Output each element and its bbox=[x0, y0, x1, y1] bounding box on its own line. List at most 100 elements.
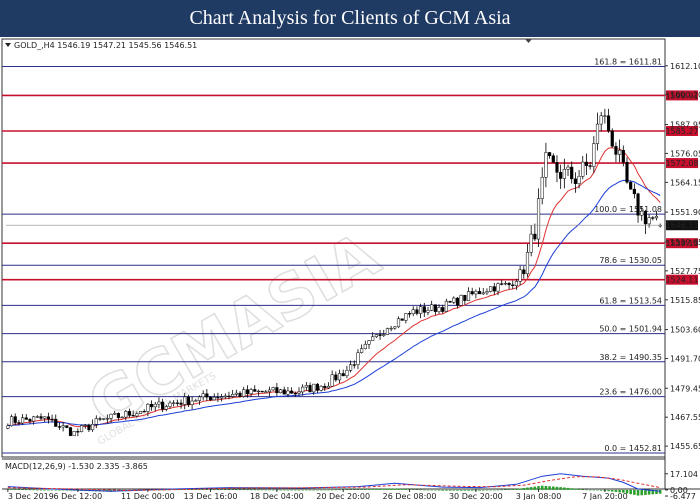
candle-body bbox=[540, 176, 544, 199]
candle-body bbox=[430, 304, 434, 311]
macd-histogram-bar bbox=[345, 489, 349, 491]
macd-histogram-bar bbox=[610, 489, 614, 492]
candle-body bbox=[647, 217, 651, 225]
candle-body bbox=[396, 318, 401, 328]
macd-histogram-bar bbox=[190, 489, 194, 490]
macd-histogram-bar bbox=[622, 489, 625, 493]
candle-body bbox=[559, 172, 563, 179]
macd-histogram-bar bbox=[596, 489, 599, 491]
candle-body bbox=[341, 373, 345, 377]
candle-body bbox=[573, 178, 577, 184]
candle-body bbox=[500, 283, 504, 285]
candle-body bbox=[245, 389, 249, 394]
candle-body bbox=[293, 392, 297, 395]
macd-histogram-bar bbox=[220, 489, 223, 490]
candle-body bbox=[455, 297, 460, 306]
level-badge bbox=[666, 158, 698, 169]
macd-histogram-bar bbox=[489, 489, 492, 491]
candle-body bbox=[544, 152, 548, 178]
chart-banner-title: Chart Analysis for Clients of GCM Asia bbox=[0, 0, 700, 37]
candle-body bbox=[485, 291, 489, 294]
candle-body bbox=[385, 328, 390, 335]
macd-histogram-bar bbox=[529, 487, 533, 490]
macd-histogram-bar bbox=[500, 489, 503, 491]
macd-tick-label: -6.477 bbox=[670, 492, 696, 500]
macd-histogram-bar bbox=[559, 487, 562, 490]
macd-histogram-bar bbox=[179, 489, 183, 490]
macd-histogram-bar bbox=[65, 489, 69, 491]
level-badge bbox=[666, 274, 698, 285]
candle-body bbox=[621, 149, 625, 163]
candle-body bbox=[308, 385, 312, 393]
candle-body bbox=[21, 417, 25, 424]
macd-histogram-bar bbox=[47, 489, 50, 491]
candle-body bbox=[264, 391, 268, 393]
candle-body bbox=[323, 386, 327, 389]
collapse-arrow-icon[interactable] bbox=[525, 39, 532, 43]
macd-histogram-bar bbox=[364, 489, 367, 490]
candle-body bbox=[404, 313, 408, 321]
time-tick-label: 26 Dec 08:00 bbox=[383, 492, 437, 500]
candle-body bbox=[349, 364, 353, 371]
macd-histogram-bar bbox=[24, 489, 28, 491]
macd-histogram-bar bbox=[537, 486, 540, 490]
macd-histogram-bar bbox=[463, 489, 467, 491]
candle-body bbox=[234, 392, 238, 395]
candle-body bbox=[120, 416, 124, 419]
macd-panel-header: MACD(12,26,9) -1.530 2.335 -3.865 bbox=[5, 462, 148, 471]
macd-histogram-bar bbox=[566, 487, 570, 490]
price-tick-label: 1564.15 bbox=[670, 178, 700, 187]
price-tick-label: 1467.55 bbox=[670, 413, 700, 422]
candle-body bbox=[337, 373, 342, 381]
candle-body bbox=[164, 406, 168, 410]
macd-histogram-bar bbox=[367, 489, 371, 490]
price-tick-label: 1503.60 bbox=[670, 326, 700, 335]
macd-histogram-bar bbox=[21, 489, 24, 490]
macd-histogram-bar bbox=[249, 489, 253, 491]
macd-histogram-bar bbox=[378, 488, 382, 490]
price-panel-header: GOLD_,H4 1546.19 1547.21 1545.56 1546.51 bbox=[14, 41, 197, 50]
macd-histogram-bar bbox=[327, 489, 330, 491]
macd-histogram-bar bbox=[360, 489, 363, 490]
panel-dropdown-icon[interactable] bbox=[5, 43, 11, 47]
macd-histogram-bar bbox=[478, 489, 481, 491]
candle-body bbox=[50, 418, 54, 421]
candle-body bbox=[216, 396, 220, 399]
candle-body bbox=[536, 198, 541, 240]
candle-body bbox=[452, 297, 456, 303]
candle-body bbox=[533, 233, 537, 240]
macd-histogram-bar bbox=[349, 489, 352, 491]
candle-body bbox=[444, 300, 448, 312]
candle-body bbox=[275, 387, 279, 394]
macd-histogram-bar bbox=[253, 489, 257, 491]
macd-histogram-bar bbox=[235, 489, 238, 491]
candle-body bbox=[153, 403, 157, 408]
candle-body bbox=[570, 166, 574, 180]
candle-body bbox=[109, 413, 113, 419]
macd-histogram-bar bbox=[533, 486, 537, 490]
macd-histogram-bar bbox=[607, 489, 610, 492]
candle-body bbox=[201, 393, 205, 398]
watermark-text: GCMASIA bbox=[76, 218, 391, 442]
candle-body bbox=[419, 306, 423, 314]
macd-histogram-bar bbox=[39, 489, 43, 491]
candle-body bbox=[194, 400, 198, 402]
candle-body bbox=[312, 383, 316, 393]
macd-histogram-bar bbox=[308, 489, 312, 491]
macd-histogram-bar bbox=[647, 489, 651, 495]
macd-histogram-bar bbox=[452, 489, 456, 491]
candle-body bbox=[79, 425, 84, 432]
macd-histogram-bar bbox=[257, 489, 260, 491]
macd-signal-line bbox=[7, 476, 661, 491]
macd-histogram-bar bbox=[548, 486, 551, 490]
moving-averages bbox=[7, 147, 661, 428]
candle-body bbox=[507, 282, 511, 286]
price-tick-label: 1479.45 bbox=[670, 384, 700, 393]
macd-histogram-bar bbox=[352, 489, 356, 490]
price-tick-label: 1539.65 bbox=[670, 238, 700, 247]
ma-fast-line bbox=[7, 147, 661, 428]
macd-histogram-bar bbox=[526, 487, 529, 490]
candle-body bbox=[514, 281, 519, 286]
macd-histogram-bar bbox=[644, 489, 647, 495]
